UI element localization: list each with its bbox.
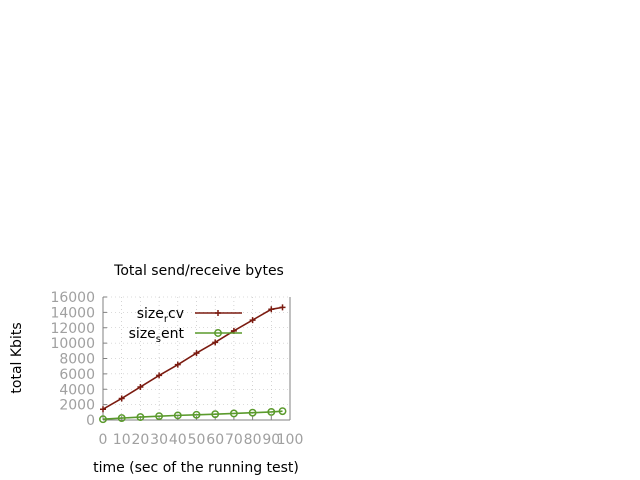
x-tick-label: 100: [277, 432, 304, 448]
y-tick-label: 2000: [59, 398, 95, 414]
x-tick-label: 30: [150, 432, 168, 448]
series-layer: [99, 304, 287, 424]
y-tick-label: 14000: [50, 305, 95, 321]
legend-marker: [214, 329, 222, 337]
data-point: [229, 409, 238, 418]
y-tick-label: 0: [86, 413, 95, 429]
x-axis-label: time (sec of the running test): [93, 460, 299, 476]
data-point: [136, 413, 145, 422]
y-tick-label: 10000: [50, 336, 95, 352]
x-tick-label: 70: [225, 432, 243, 448]
y-tick-label: 4000: [59, 382, 95, 398]
data-point: [117, 414, 126, 423]
legend-label-subscript: r: [164, 314, 169, 325]
data-point: [268, 306, 275, 313]
y-axis-label: total Kbits: [9, 322, 25, 393]
data-point: [155, 412, 164, 421]
data-point: [193, 350, 200, 357]
data-point: [173, 411, 182, 420]
legend-label: sizesent: [129, 326, 185, 345]
data-point: [156, 372, 163, 379]
legend-label-subscript: s: [156, 334, 161, 345]
series-line: [102, 410, 283, 421]
legend-label-rest: ent: [161, 326, 184, 342]
y-tick-label: 8000: [59, 352, 95, 368]
legend-label-base: size: [137, 306, 164, 322]
legend-label-rest: cv: [168, 306, 184, 322]
x-tick-label: 40: [169, 432, 187, 448]
y-tick-label: 16000: [50, 290, 95, 306]
data-point: [211, 410, 220, 419]
x-tick-label: 20: [131, 432, 149, 448]
x-tick-label: 60: [206, 432, 224, 448]
series-1: [99, 407, 287, 424]
data-point: [100, 406, 106, 413]
data-point: [118, 395, 125, 402]
data-point: [137, 383, 144, 390]
data-point: [278, 407, 287, 416]
data-point: [267, 407, 276, 416]
data-point: [248, 408, 257, 417]
data-point: [99, 415, 107, 424]
series-0: [100, 304, 286, 413]
data-point: [279, 304, 286, 311]
legend-label: sizercv: [137, 306, 184, 325]
chart-title: Total send/receive bytes: [113, 263, 284, 279]
legend-label-base: size: [129, 326, 156, 342]
data-point: [174, 361, 181, 368]
y-tick-label: 12000: [50, 321, 95, 337]
data-point: [192, 410, 201, 419]
legend-marker: [215, 310, 221, 316]
x-tick-label: 0: [99, 432, 108, 448]
data-point: [212, 339, 219, 346]
x-tick-label: 10: [113, 432, 131, 448]
x-tick-label: 50: [188, 432, 206, 448]
x-tick-label: 90: [262, 432, 280, 448]
data-point: [249, 317, 256, 324]
y-tick-label: 6000: [59, 367, 95, 383]
x-tick-label: 80: [244, 432, 262, 448]
